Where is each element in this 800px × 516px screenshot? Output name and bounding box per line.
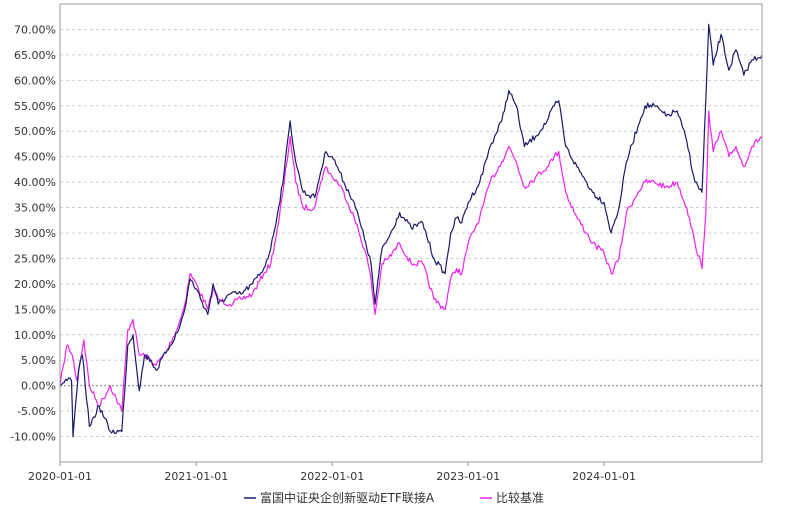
x-tick-label: 2020-01-01 <box>28 470 92 483</box>
y-tick-label: 10.00% <box>14 329 56 342</box>
y-tick-label: 20.00% <box>14 278 56 291</box>
series-line-benchmark <box>59 110 763 412</box>
x-tick-label: 2021-01-01 <box>164 470 228 483</box>
y-tick-label: 35.00% <box>14 202 56 215</box>
x-tick-label: 2023-01-01 <box>436 470 500 483</box>
y-tick-label: 0.00% <box>21 380 56 393</box>
y-tick-label: 15.00% <box>14 303 56 316</box>
y-tick-label: 70.00% <box>14 23 56 36</box>
grid-lines <box>60 28 762 438</box>
series-lines <box>59 23 763 438</box>
legend-label-benchmark: 比较基准 <box>496 490 544 505</box>
plot-frame <box>59 3 763 463</box>
y-tick-label: -5.00% <box>17 405 56 418</box>
y-tick-label: 45.00% <box>14 151 56 164</box>
legend-label-fund: 富国中证央企创新驱动ETF联接A <box>260 490 435 505</box>
y-tick-label: 55.00% <box>14 100 56 113</box>
y-tick-label: 60.00% <box>14 74 56 87</box>
y-tick-label: 65.00% <box>14 49 56 62</box>
legend: 富国中证央企创新驱动ETF联接A 比较基准 <box>244 490 544 505</box>
x-axis-ticks: 2020-01-01 2021-01-01 2022-01-01 2023-01-01… <box>28 462 636 483</box>
y-tick-label: 30.00% <box>14 227 56 240</box>
x-tick-label: 2022-01-01 <box>300 470 364 483</box>
y-tick-label: -10.00% <box>10 431 56 444</box>
x-tick-label: 2024-01-01 <box>572 470 636 483</box>
series-line-fund <box>59 23 763 438</box>
y-axis-ticks: -10.00% -5.00% 0.00% 5.00% 10.00% 15.00% 20.00… <box>10 23 56 443</box>
y-tick-label: 40.00% <box>14 176 56 189</box>
y-tick-label: 50.00% <box>14 125 56 138</box>
y-tick-label: 25.00% <box>14 252 56 265</box>
y-tick-label: 5.00% <box>21 354 56 367</box>
